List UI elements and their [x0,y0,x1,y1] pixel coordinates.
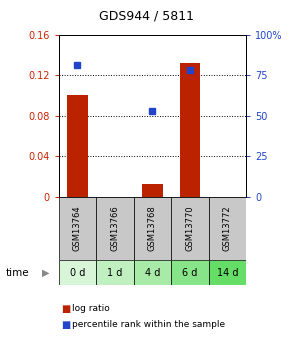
Text: percentile rank within the sample: percentile rank within the sample [72,321,225,329]
Bar [180,63,200,197]
Bar [134,197,171,260]
Text: GSM13768: GSM13768 [148,206,157,252]
Bar [59,260,96,285]
Text: GSM13764: GSM13764 [73,206,82,252]
Text: ■: ■ [62,320,71,330]
Bar [96,197,134,260]
Bar [209,197,246,260]
Bar [134,260,171,285]
Text: 14 d: 14 d [217,268,238,277]
Text: 6 d: 6 d [182,268,197,277]
Text: ■: ■ [62,304,71,314]
Text: ▶: ▶ [42,268,49,277]
Text: 4 d: 4 d [145,268,160,277]
Text: GDS944 / 5811: GDS944 / 5811 [99,9,194,22]
Text: time: time [6,268,30,277]
Bar [142,185,163,197]
Text: GSM13772: GSM13772 [223,206,232,252]
Text: GSM13770: GSM13770 [185,206,194,252]
Text: 0 d: 0 d [70,268,85,277]
Bar [209,260,246,285]
Bar [67,95,88,197]
Text: GSM13766: GSM13766 [110,206,119,252]
Bar [96,260,134,285]
Text: log ratio: log ratio [72,304,110,313]
Bar [171,197,209,260]
Text: 1 d: 1 d [107,268,122,277]
Bar [59,197,96,260]
Bar [171,260,209,285]
